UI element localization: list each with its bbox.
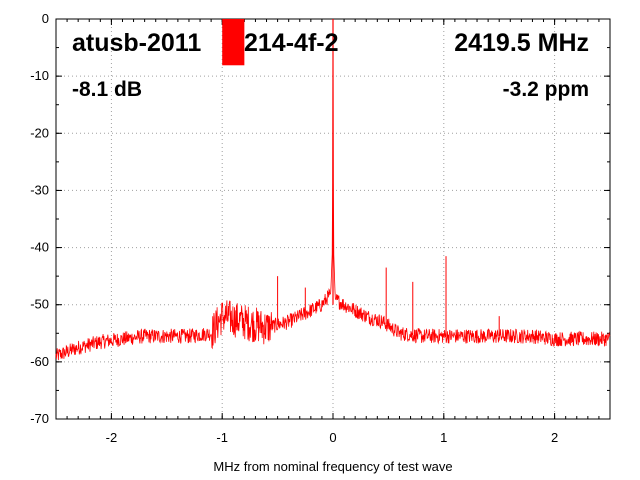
series-trace [55,18,611,361]
y-tick-label: -60 [30,354,49,369]
y-tick-label: -20 [30,125,49,140]
device-label: atusb-2011 [72,29,201,57]
y-tick-label: -40 [30,240,49,255]
marker-bar [222,19,245,66]
y-tick-label: -30 [30,182,49,197]
axis-ticks: -2 -1 0 1 20-10-20-30-40-50-60-70 [30,11,611,445]
level-label: -8.1 dB [72,78,142,101]
device-suffix-label: 214-4f-2 [244,29,339,57]
x-tick-label: -2 [106,430,118,445]
x-tick-label: -1 [216,430,228,445]
x-tick-label: 0 [329,430,336,445]
x-tick-label: 1 [440,430,447,445]
frequency-label: 2419.5 MHz [454,29,589,57]
y-tick-label: -70 [30,411,49,426]
y-tick-label: -50 [30,297,49,312]
offset-label: -3.2 ppm [503,78,589,101]
y-tick-label: 0 [42,11,49,26]
x-tick-label: 2 [551,430,558,445]
y-tick-label: -10 [30,68,49,83]
x-axis-title: MHz from nominal frequency of test wave [213,459,452,474]
